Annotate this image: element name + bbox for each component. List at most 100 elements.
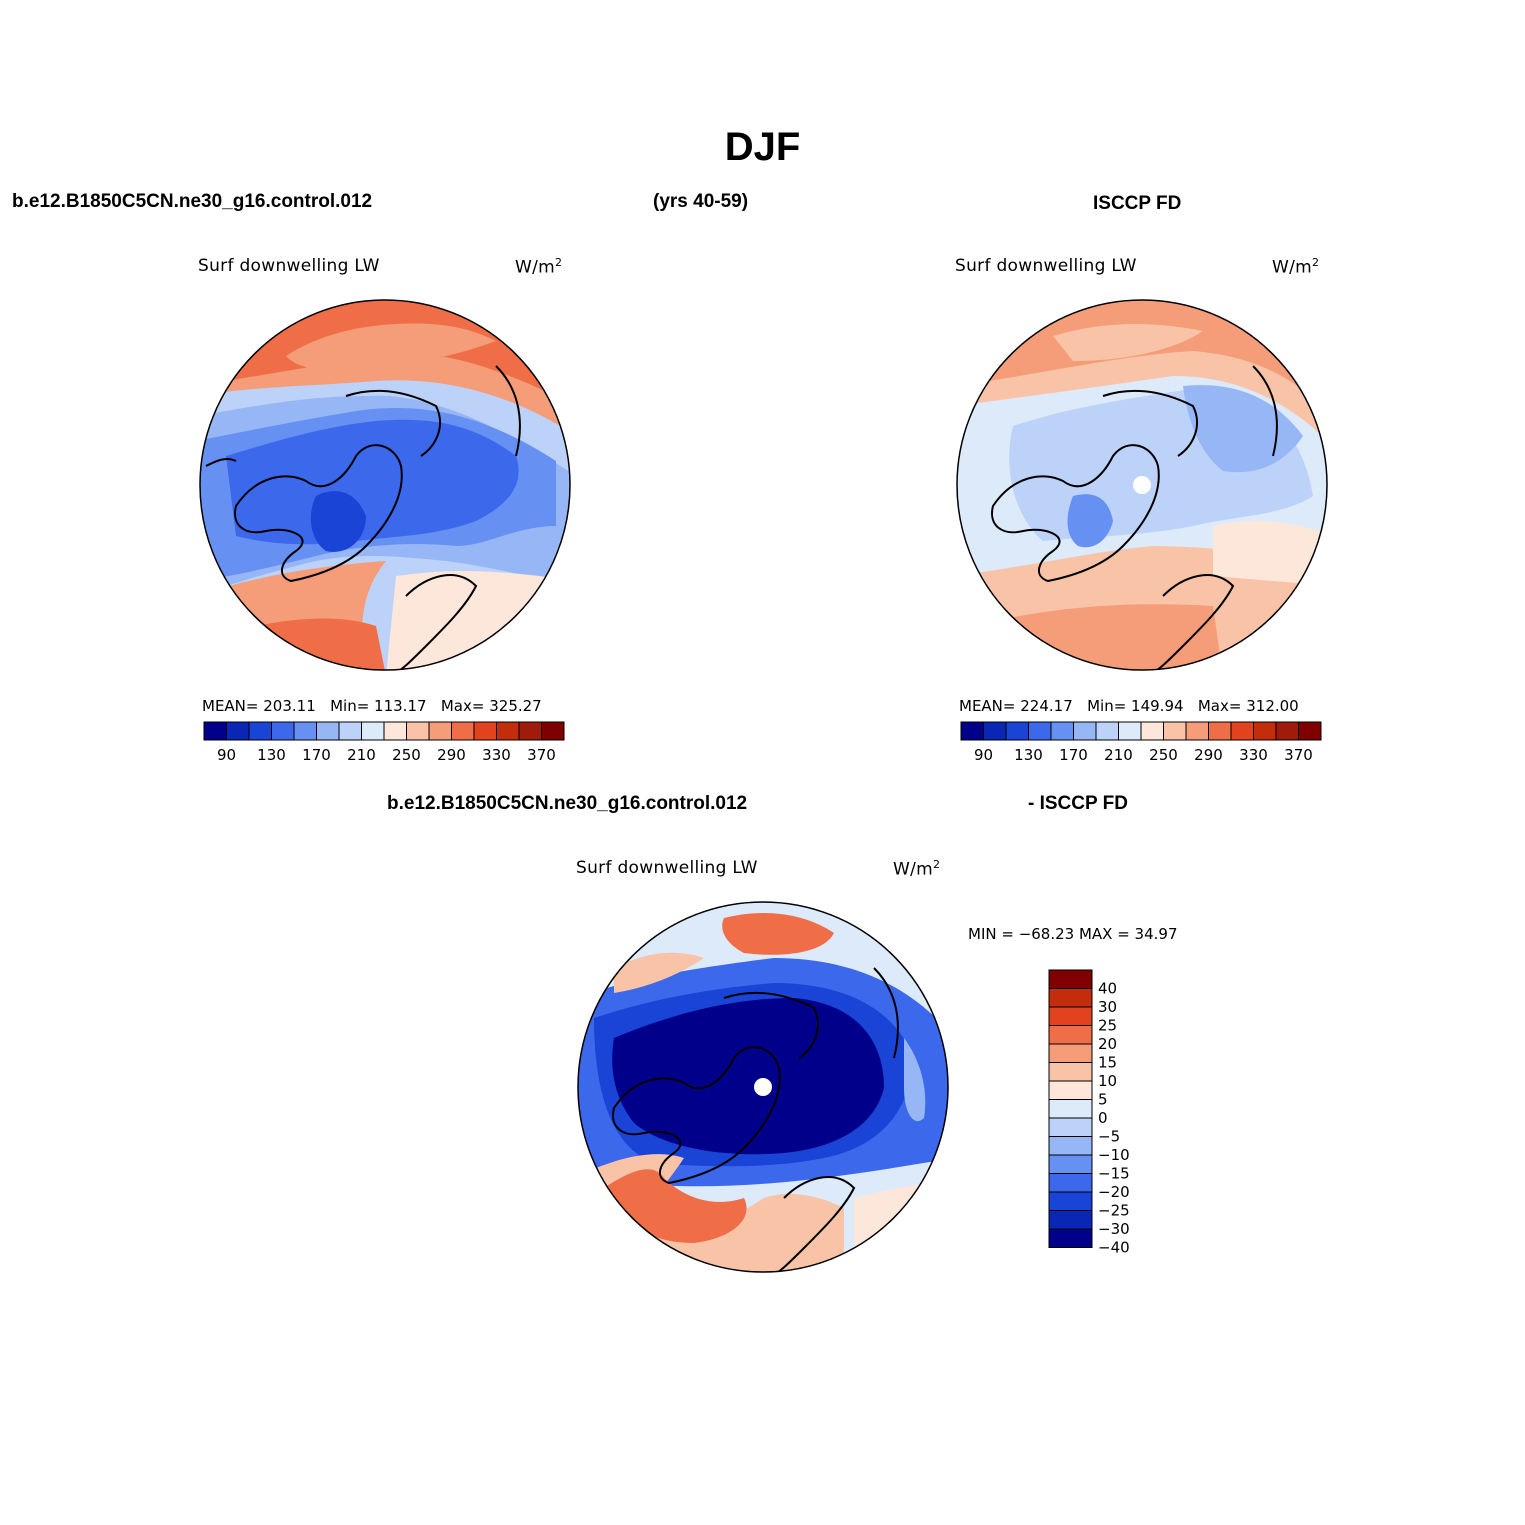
colorbar-swatch [1275,721,1299,741]
colorbar-swatch [1048,1080,1093,1100]
diff-plot-title: Surf downwelling LW [576,858,758,878]
colorbar-tick-label: 90 [974,746,993,764]
model-units: W/m2 [515,256,563,278]
colorbar-swatch [1048,1025,1093,1045]
model-colorbar: 90 130 170 210 250 290 330 370 [203,721,565,764]
model-case-header: b.e12.B1850C5CN.ne30_g16.control.012 [12,191,373,212]
diff-minmax: MIN = −68.23 MAX = 34.97 [968,925,1178,943]
colorbar-swatch [271,721,295,741]
colorbar-tick-label: 370 [527,746,556,764]
colorbar-tick-label: −20 [1098,1183,1130,1201]
colorbar-swatch [1005,721,1029,741]
colorbar-tick-label: 15 [1098,1054,1117,1072]
colorbar-tick-label: 130 [1014,746,1043,764]
colorbar-swatch [248,721,272,741]
model-mean: 203.11 [263,697,316,715]
colorbar-tick-label: 20 [1098,1035,1117,1053]
colorbar-tick-label: 330 [1239,746,1268,764]
colorbar-tick-label: 170 [302,746,331,764]
obs-header: ISCCP FD [1093,193,1182,214]
colorbar-swatch [1048,1154,1093,1174]
colorbar-tick-label: −30 [1098,1220,1130,1238]
colorbar-swatch [1118,721,1142,741]
colorbar-tick-label: 90 [217,746,236,764]
colorbar-swatch [1048,1136,1093,1156]
colorbar-swatch [983,721,1007,741]
colorbar-tick-label: −10 [1098,1146,1130,1164]
colorbar-swatch [226,721,250,741]
colorbar-swatch [406,721,430,741]
colorbar-swatch [203,721,227,741]
colorbar-tick-label: −15 [1098,1165,1130,1183]
colorbar-swatch [1048,1043,1093,1063]
colorbar-swatch [1048,969,1093,989]
colorbar-swatch [451,721,475,741]
diff-case-header: b.e12.B1850C5CN.ne30_g16.control.012 [387,793,748,814]
colorbar-tick-label: 290 [1194,746,1223,764]
colorbar-swatch [1048,1210,1093,1230]
colorbar-swatch [1048,1173,1093,1193]
colorbar-swatch [1048,988,1093,1008]
colorbar-swatch [1048,1191,1093,1211]
colorbar-swatch [1208,721,1232,741]
colorbar-swatch [1028,721,1052,741]
colorbar-tick-label: −25 [1098,1202,1130,1220]
obs-polar-map [956,299,1328,671]
obs-colorbar: 90 130 170 210 250 290 330 370 [960,721,1322,764]
colorbar-tick-label: −40 [1098,1239,1130,1257]
colorbar-swatch [361,721,385,741]
model-stats: MEAN= 203.11 Min= 113.17 Max= 325.27 [202,697,542,715]
colorbar-tick-label: 130 [257,746,286,764]
colorbar-swatch [383,721,407,741]
obs-units: W/m2 [1272,256,1320,278]
colorbar-swatch [518,721,542,741]
colorbar-tick-label: 370 [1284,746,1313,764]
diff-units: W/m2 [893,858,941,880]
obs-max: 312.00 [1246,697,1299,715]
colorbar-swatch [293,721,317,741]
colorbar-swatch [1298,721,1322,741]
model-min: 113.17 [374,697,427,715]
colorbar-swatch [1095,721,1119,741]
diff-obs-header: - ISCCP FD [1028,793,1128,814]
colorbar-swatch [428,721,452,741]
colorbar-tick-label: 25 [1098,1017,1117,1035]
colorbar-tick-label: 170 [1059,746,1088,764]
colorbar-tick-label: 210 [1104,746,1133,764]
colorbar-tick-label: 10 [1098,1072,1117,1090]
colorbar-swatch [1073,721,1097,741]
colorbar-swatch [473,721,497,741]
colorbar-swatch [1050,721,1074,741]
figure-title: DJF [724,125,801,169]
model-polar-map [199,299,571,671]
colorbar-swatch [1185,721,1209,741]
colorbar-swatch [1048,1117,1093,1137]
colorbar-swatch [338,721,362,741]
colorbar-tick-label: 40 [1098,980,1117,998]
model-plot-title: Surf downwelling LW [198,256,380,276]
colorbar-tick-label: −5 [1098,1128,1120,1146]
obs-min: 149.94 [1131,697,1184,715]
colorbar-swatch [960,721,984,741]
colorbar-swatch [1163,721,1187,741]
colorbar-swatch [1048,1228,1093,1248]
colorbar-swatch [541,721,565,741]
obs-stats: MEAN= 224.17 Min= 149.94 Max= 312.00 [959,697,1299,715]
colorbar-swatch [1140,721,1164,741]
colorbar-swatch [496,721,520,741]
colorbar-tick-label: 30 [1098,998,1117,1016]
model-max: 325.27 [489,697,542,715]
colorbar-tick-label: 0 [1098,1109,1108,1127]
colorbar-tick-label: 290 [437,746,466,764]
colorbar-tick-label: 250 [1149,746,1178,764]
colorbar-swatch [1253,721,1277,741]
colorbar-swatch [316,721,340,741]
colorbar-swatch [1048,1062,1093,1082]
colorbar-tick-label: 250 [392,746,421,764]
colorbar-tick-label: 5 [1098,1091,1108,1109]
colorbar-tick-label: 210 [347,746,376,764]
obs-mean: 224.17 [1020,697,1073,715]
diff-polar-map [577,901,949,1273]
obs-plot-title: Surf downwelling LW [955,256,1137,276]
